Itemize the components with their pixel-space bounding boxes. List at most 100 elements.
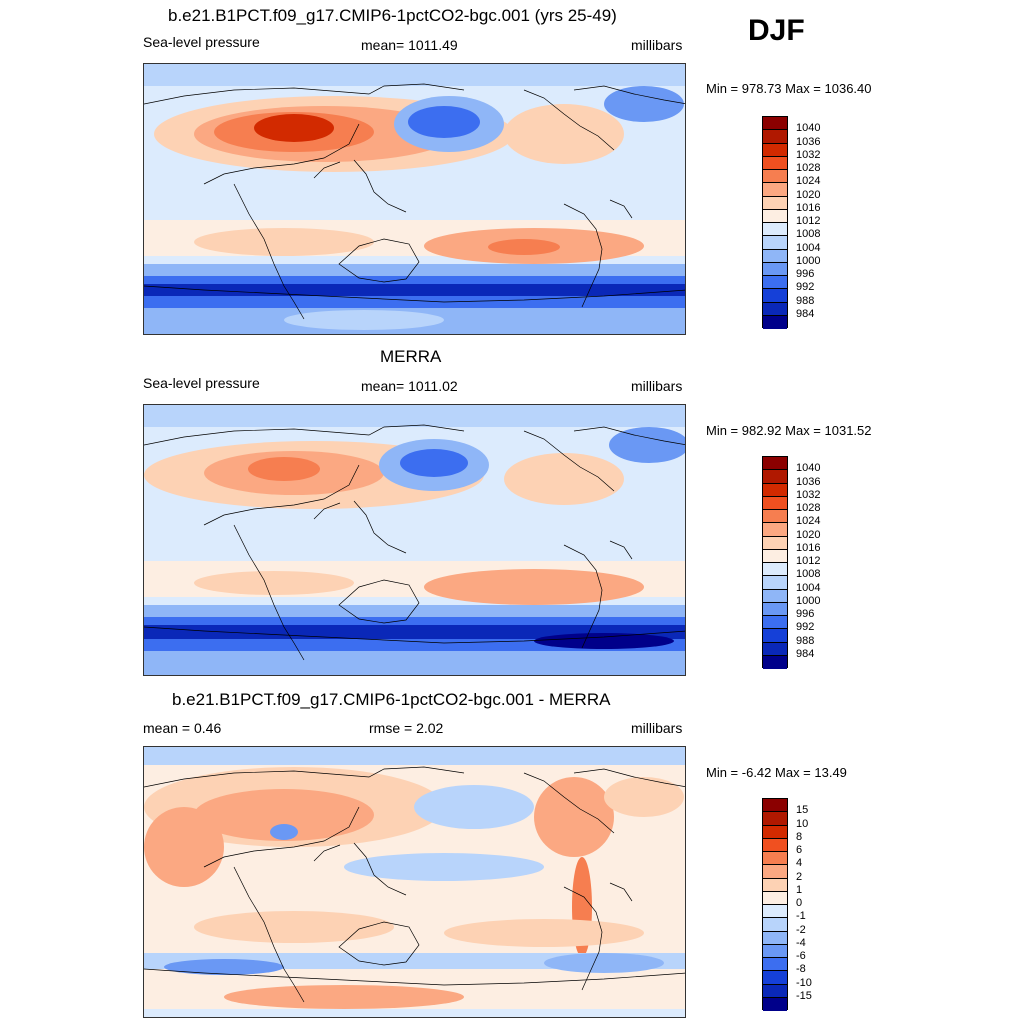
panel-1-map-region bbox=[504, 104, 624, 164]
coastline bbox=[313, 502, 341, 520]
panel-1-colorbar-swatch bbox=[763, 156, 787, 170]
panel-1-colorbar-swatch bbox=[763, 262, 787, 276]
panel-2-colorbar-swatch bbox=[763, 549, 787, 563]
panel-3-colorbar-swatch bbox=[763, 918, 787, 932]
panel-1-map-region bbox=[144, 296, 685, 308]
panel-2-minmax: Min = 982.92 Max = 1031.52 bbox=[706, 423, 872, 438]
panel-1-map-region bbox=[408, 106, 480, 138]
panel-1-colorbar-label: 996 bbox=[796, 268, 815, 280]
panel-3-map-region bbox=[144, 807, 224, 887]
panel-1-colorbar-label: 992 bbox=[796, 281, 815, 294]
panel-2-colorbar-label: 1040 bbox=[796, 462, 821, 475]
panel-2-colorbar-label: 996 bbox=[796, 608, 815, 620]
coastline bbox=[203, 806, 360, 868]
coastline bbox=[144, 626, 685, 644]
panel-2-colorbar-label: 984 bbox=[796, 647, 815, 660]
season-label: DJF bbox=[748, 14, 805, 47]
panel-3-map-field bbox=[144, 747, 685, 1017]
panel-1-colorbar bbox=[762, 116, 788, 329]
panel-3-colorbar-label: 10 bbox=[796, 817, 809, 830]
panel-1-colorbar-swatch bbox=[763, 209, 787, 223]
panel-1-colorbar-swatch bbox=[763, 117, 787, 131]
panel-1-units: millibars bbox=[631, 37, 683, 53]
panel-3-colorbar-swatch bbox=[763, 905, 787, 919]
panel-2-colorbar-swatch bbox=[763, 655, 787, 669]
panel-3-colorbar-swatch bbox=[763, 984, 787, 998]
panel-1-colorbar-label: 988 bbox=[796, 294, 815, 307]
panel-2-colorbar-label: 1004 bbox=[796, 581, 821, 594]
panel-3-colorbar-swatch bbox=[763, 852, 787, 866]
panel-2-map-region bbox=[534, 633, 674, 649]
coastline bbox=[609, 540, 633, 560]
panel-3-map-region bbox=[194, 789, 374, 841]
panel-2-map-region bbox=[400, 449, 468, 477]
panel-2-map-region bbox=[424, 569, 644, 605]
panel-3-colorbar-label: -2 bbox=[796, 923, 806, 936]
panel-2-colorbar-swatch bbox=[763, 483, 787, 497]
panel-2-colorbar-swatch bbox=[763, 616, 787, 630]
panel-1-colorbar-label: 1004 bbox=[796, 241, 821, 254]
panel-3-colorbar-label: 2 bbox=[796, 870, 803, 883]
coastline bbox=[313, 844, 341, 862]
panel-2-colorbar-label: 1020 bbox=[796, 528, 821, 541]
panel-1-colorbar-swatch bbox=[763, 302, 787, 316]
panel-3-mean: mean = 0.46 bbox=[143, 720, 222, 736]
panel-3-map-region bbox=[534, 777, 614, 857]
panel-3-colorbar-label: 4 bbox=[796, 857, 803, 870]
panel-3-minmax: Min = -6.42 Max = 13.49 bbox=[706, 765, 847, 780]
panel-2-colorbar-swatch bbox=[763, 563, 787, 577]
panel-1-colorbar-label: 1008 bbox=[796, 228, 821, 241]
coastline bbox=[523, 772, 615, 834]
panel-3-map-region bbox=[194, 911, 394, 943]
panel-3-map-region bbox=[344, 853, 544, 881]
panel-1-colorbar-swatch bbox=[763, 143, 787, 157]
coastline bbox=[573, 426, 685, 446]
panel-2-map-region bbox=[504, 453, 624, 505]
panel-1-map-region bbox=[284, 310, 444, 330]
panel-2-colorbar-swatch bbox=[763, 589, 787, 603]
panel-1-colorbar-label: 1028 bbox=[796, 162, 821, 174]
panel-3-map-region bbox=[144, 747, 685, 765]
panel-2-colorbar-swatch bbox=[763, 470, 787, 484]
coastline bbox=[338, 579, 420, 624]
panel-2-colorbar-swatch bbox=[763, 602, 787, 616]
coastline bbox=[203, 464, 360, 526]
panel-3-units: millibars bbox=[631, 720, 683, 736]
panel-1-minmax: Min = 978.73 Max = 1036.40 bbox=[706, 81, 872, 96]
panel-3-colorbar bbox=[762, 798, 788, 1011]
panel-1-map-field bbox=[144, 64, 685, 334]
panel-1-mean: mean= 1011.49 bbox=[361, 37, 458, 53]
panel-2-colorbar-label: 1032 bbox=[796, 488, 821, 501]
coastline bbox=[573, 85, 685, 105]
panel-1-colorbar-label: 1024 bbox=[796, 175, 821, 188]
panel-3-map-region bbox=[270, 824, 298, 840]
panel-2-colorbar-label: 1028 bbox=[796, 502, 821, 514]
panel-3-colorbar-label: -4 bbox=[796, 936, 806, 949]
coastline bbox=[144, 968, 685, 986]
panel-2-colorbar-swatch bbox=[763, 510, 787, 524]
panel-2-colorbar-label: 1012 bbox=[796, 555, 821, 567]
panel-2-map bbox=[143, 404, 686, 676]
panel-3-colorbar-swatch bbox=[763, 997, 787, 1011]
panel-3-title: b.e21.B1PCT.f09_g17.CMIP6-1pctCO2-bgc.00… bbox=[172, 690, 611, 709]
panel-2-colorbar-label: 992 bbox=[796, 621, 815, 634]
panel-3-colorbar-label: -15 bbox=[796, 989, 812, 1002]
panel-1-colorbar-swatch bbox=[763, 249, 787, 263]
panel-2-mean: mean= 1011.02 bbox=[361, 378, 458, 394]
panel-3-colorbar-label: -10 bbox=[796, 976, 812, 989]
panel-1-colorbar-label: 1036 bbox=[796, 135, 821, 148]
panel-1-colorbar-swatch bbox=[763, 276, 787, 290]
panel-3-colorbar-label: 6 bbox=[796, 844, 803, 856]
panel-2-map-region bbox=[144, 651, 685, 675]
panel-1-title: b.e21.B1PCT.f09_g17.CMIP6-1pctCO2-bgc.00… bbox=[168, 6, 617, 25]
coastline bbox=[353, 842, 407, 896]
coastline bbox=[523, 430, 615, 492]
coastline bbox=[353, 500, 407, 554]
coastline bbox=[233, 524, 305, 661]
panel-3-colorbar-label: -8 bbox=[796, 963, 806, 976]
panel-3-colorbar-swatch bbox=[763, 971, 787, 985]
panel-3-colorbar-swatch bbox=[763, 891, 787, 905]
panel-1-map bbox=[143, 63, 686, 335]
panel-1-map-region bbox=[194, 228, 374, 256]
coastline bbox=[563, 203, 603, 308]
